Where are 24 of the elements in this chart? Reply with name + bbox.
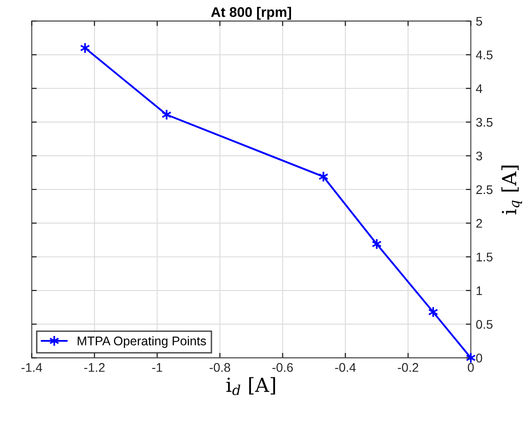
y-tick-label: 5 [476, 16, 482, 26]
y-axis-title: i$_{q}$ [A] [501, 166, 522, 214]
y-tick-label: 0.5 [476, 320, 493, 329]
y-tick-label: 3 [476, 152, 482, 160]
x-tick-label: -0.8 [210, 363, 230, 372]
x-tick-label: -0.4 [335, 363, 356, 372]
y-tick-label: 4 [476, 84, 482, 93]
y-tick-label: 2 [476, 218, 482, 228]
chart-title: At 800 [rpm] [211, 6, 292, 20]
x-tick-label: -0.2 [398, 363, 418, 372]
point [80, 42, 90, 54]
y-tick-label: 2.5 [476, 185, 493, 194]
legend-label: MTPA Operating Points [78, 336, 206, 348]
y-tick-label: 4.5 [476, 50, 493, 60]
x-tick-label: -1.4 [22, 363, 42, 372]
x-tick-label: -1.2 [84, 363, 105, 372]
x-axis-title: i$_{d}$ [A] [226, 377, 276, 396]
x-tick-label: -0.6 [272, 363, 293, 372]
x-tick-label: 0 [468, 363, 474, 372]
y-tick-label: 0 [476, 354, 482, 362]
y-tick-label: 3.5 [476, 118, 493, 127]
y-tick-label: 1 [476, 286, 482, 296]
y-tick-label: 1.5 [476, 252, 493, 262]
x-tick-label: -1 [152, 363, 162, 372]
